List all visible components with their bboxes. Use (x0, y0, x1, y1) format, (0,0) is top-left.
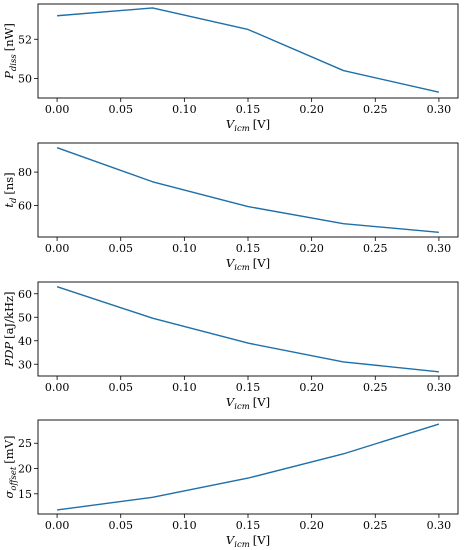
x-tick-label: 0.30 (427, 103, 452, 116)
x-axis-label-main: V (226, 395, 236, 409)
x-tick-label: 0.30 (427, 242, 452, 255)
y-axis-label-sub: diss (9, 54, 19, 72)
y-axis-label-sub: offset (9, 466, 19, 491)
series-line (57, 7, 440, 93)
y-axis-label-main: σ (2, 490, 16, 499)
x-axis-label-sub: icm (234, 402, 250, 412)
x-tick-label: 0.00 (45, 103, 70, 116)
x-tick-label: 0.30 (427, 381, 452, 394)
x-tick-label: 0.25 (363, 519, 388, 532)
x-tick-label: 0.00 (45, 381, 70, 394)
x-tick-label: 0.05 (108, 519, 133, 532)
x-tick-label: 0.10 (172, 519, 197, 532)
y-axis-label: td [ns] (2, 172, 19, 207)
x-tick-label: 0.15 (236, 103, 261, 116)
x-tick-label: 0.25 (363, 381, 388, 394)
plot-frame (37, 419, 459, 515)
x-tick-label: 0.25 (363, 103, 388, 116)
x-tick-label: 0.30 (427, 519, 452, 532)
y-axis-label: σoffset [mV] (2, 436, 19, 499)
y-axis-label: Pdiss [nW] (2, 23, 19, 80)
plot-panel-3: 0.00 0.05 0.10 0.15 0.20 0.25 0.30 30 40 50 60 Vicm… (2, 281, 459, 412)
x-tick-label: 0.10 (172, 103, 197, 116)
x-tick-label: 0.15 (236, 381, 261, 394)
x-axis-label: Vicm [V] (226, 533, 270, 550)
y-tick-label: 25 (18, 437, 32, 450)
x-tick-label: 0.10 (172, 242, 197, 255)
x-tick-label: 0.00 (45, 519, 70, 532)
x-tick-label: 0.10 (172, 381, 197, 394)
plot-frame (37, 281, 459, 377)
y-tick-label: 40 (18, 335, 32, 348)
x-axis-label: Vicm [V] (226, 117, 270, 134)
x-tick-label: 0.25 (363, 242, 388, 255)
x-tick-label: 0.05 (108, 381, 133, 394)
x-axis-label: Vicm [V] (226, 395, 270, 412)
y-tick-label: 60 (18, 288, 32, 301)
x-tick-label: 0.20 (299, 242, 324, 255)
x-tick-label: 0.20 (299, 381, 324, 394)
series-line (56, 147, 439, 234)
x-axis-label-unit: [V] (253, 117, 270, 131)
plot-panel-1: 0.00 0.05 0.10 0.15 0.20 0.25 0.30 50 52 Vicm [V] P… (2, 3, 459, 134)
x-axis-label-sub: icm (234, 124, 250, 134)
plot-frame (37, 142, 459, 238)
y-axis-label-main: t (2, 203, 16, 208)
plot-frame (37, 3, 459, 99)
x-tick-label: 0.05 (108, 103, 133, 116)
x-tick-label: 0.15 (236, 519, 261, 532)
y-tick-label: 50 (18, 72, 32, 85)
series-line (56, 286, 439, 373)
y-tick-label: 80 (18, 166, 32, 179)
x-axis-label-unit: [V] (253, 395, 270, 409)
x-axis-label-sub: icm (234, 540, 250, 550)
y-axis-label-unit: [aJ/kHz] (2, 291, 16, 338)
y-tick-label: 50 (18, 311, 32, 324)
y-tick-label: 20 (18, 463, 32, 476)
x-tick-label: 0.20 (299, 103, 324, 116)
y-axis-label-unit: [ns] (2, 172, 16, 194)
x-axis-label-main: V (226, 117, 236, 131)
y-axis-label-main: PDP (2, 342, 16, 368)
x-axis-label-unit: [V] (253, 256, 270, 270)
y-tick-label: 15 (18, 488, 32, 501)
plot-panel-2: 0.00 0.05 0.10 0.15 0.20 0.25 0.30 60 80 Vicm [V] t… (2, 142, 459, 273)
x-tick-label: 0.05 (108, 242, 133, 255)
series-line (56, 423, 440, 511)
y-tick-label: 52 (18, 33, 32, 46)
y-axis-label-sub: d (9, 197, 19, 203)
y-axis-label: PDP [aJ/kHz] (2, 291, 16, 367)
x-tick-label: 0.20 (299, 519, 324, 532)
y-axis-label-unit: [nW] (2, 23, 16, 51)
x-tick-label: 0.00 (45, 242, 70, 255)
y-tick-label: 30 (18, 358, 32, 371)
x-axis-label-main: V (226, 533, 236, 547)
x-axis-label: Vicm [V] (226, 256, 270, 273)
x-axis-label-unit: [V] (253, 533, 270, 547)
x-axis-label-main: V (226, 256, 236, 270)
y-axis-label-unit: [mV] (2, 436, 16, 464)
x-axis-label-sub: icm (234, 263, 250, 273)
plot-panel-4: 0.00 0.05 0.10 0.15 0.20 0.25 0.30 15 20 25 Vicm [V… (2, 419, 459, 550)
y-axis-label-main: P (2, 71, 16, 80)
y-tick-label: 60 (18, 199, 32, 212)
x-tick-label: 0.15 (236, 242, 261, 255)
